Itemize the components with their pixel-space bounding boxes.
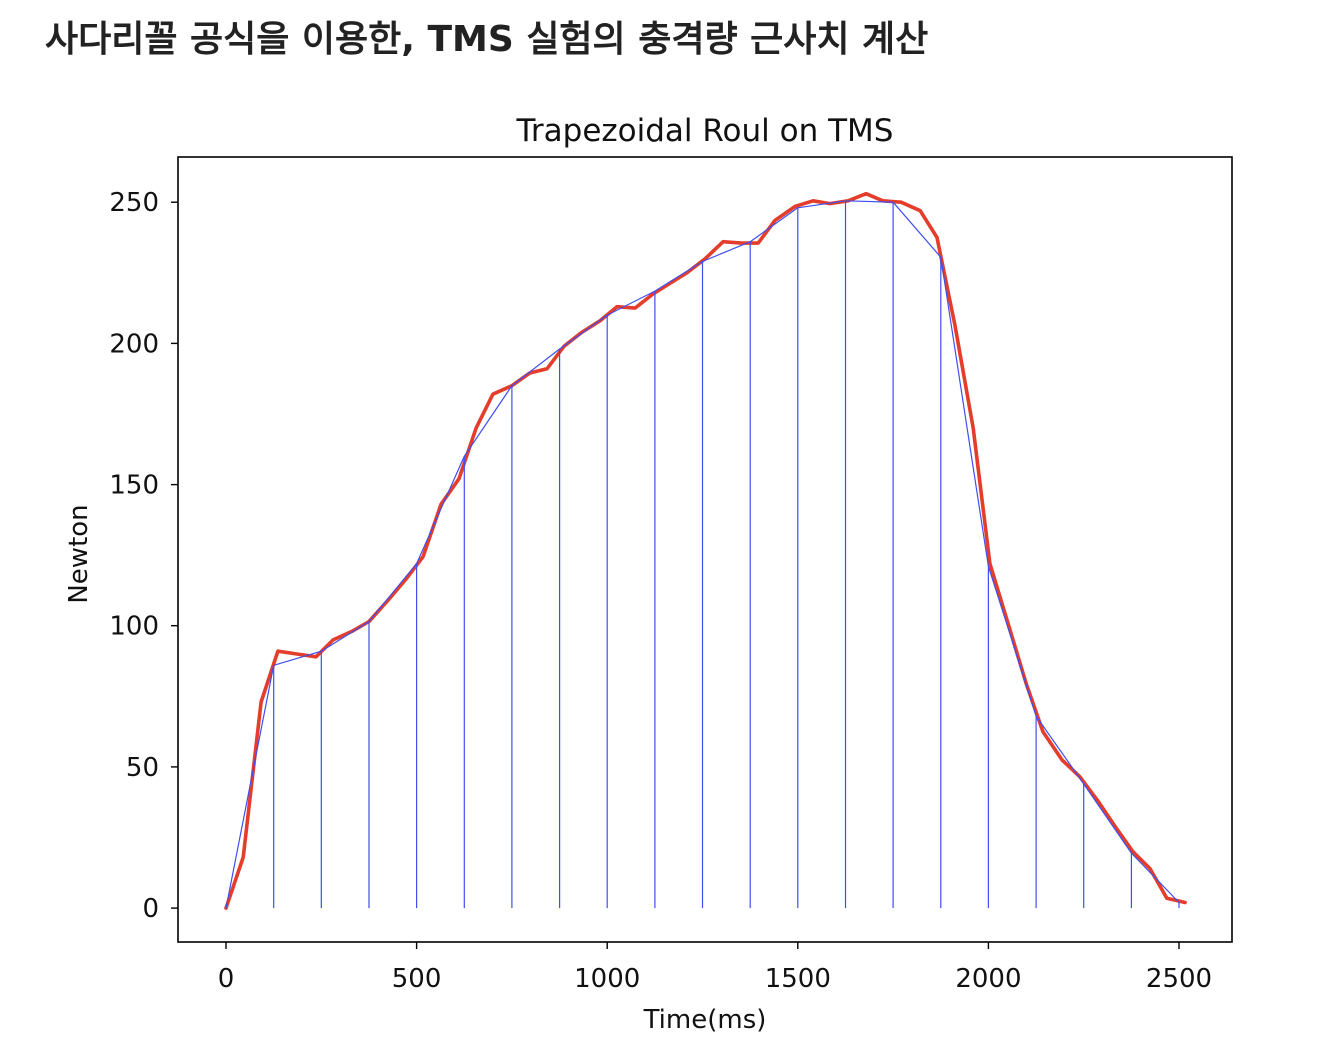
- y-tick-label: 100: [109, 612, 159, 642]
- x-tick-label: 2000: [955, 964, 1021, 994]
- x-tick-label: 0: [218, 964, 235, 994]
- x-tick-label: 1000: [574, 964, 640, 994]
- y-axis: 0 50 100 150 200 250: [109, 188, 178, 924]
- x-tick-label: 2500: [1146, 964, 1212, 994]
- chart-title: Trapezoidal Roul on TMS: [516, 113, 894, 149]
- force-series-line: [224, 191, 1187, 910]
- y-tick-label: 250: [109, 188, 159, 218]
- x-tick-label: 1500: [765, 964, 831, 994]
- plot-marks: [224, 191, 1187, 910]
- y-tick-label: 150: [109, 471, 159, 501]
- y-axis-label: Newton: [64, 504, 94, 603]
- page-heading: 사다리꼴 공식을 이용한, TMS 실험의 충격량 근사치 계산: [45, 19, 929, 60]
- x-tick-label: 500: [392, 964, 442, 994]
- trapezoid-outline-line: [225, 200, 1180, 909]
- x-axis: 0 500 1000 1500 2000 2500: [218, 942, 1212, 994]
- x-axis-label: Time(ms): [643, 1005, 767, 1035]
- plot-frame: [177, 156, 1233, 943]
- y-tick-label: 200: [109, 329, 159, 359]
- y-tick-label: 0: [142, 894, 159, 924]
- y-tick-label: 50: [126, 753, 159, 783]
